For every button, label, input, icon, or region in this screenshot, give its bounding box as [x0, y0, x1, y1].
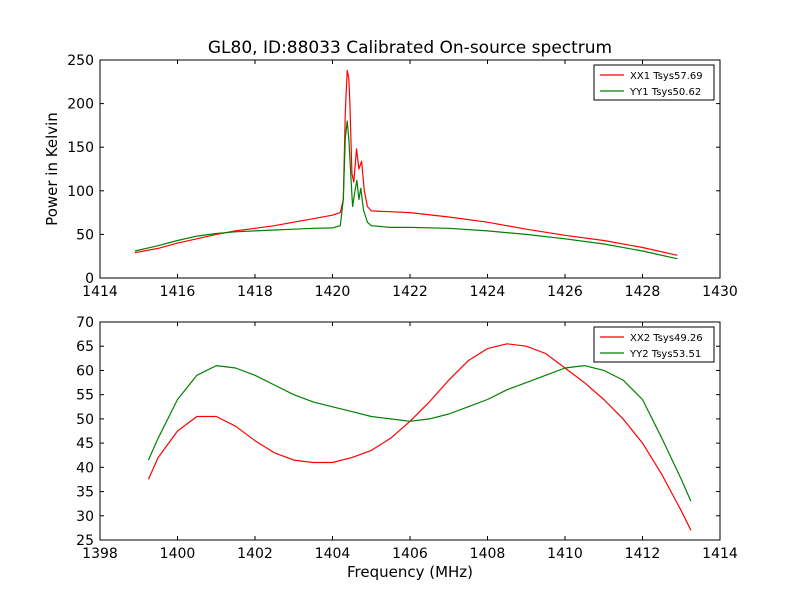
legend-entry: YY2 Tsys53.51: [629, 349, 701, 360]
top-spectrum-panel: 1414 1416 1418 1420 1422 1424 1426 1428 1430 0 50 1…: [43, 53, 738, 300]
x-tick-label: 1408: [470, 546, 506, 562]
x-tick-label: 1406: [392, 546, 428, 562]
y-axis-label: Power in Kelvin: [43, 112, 61, 226]
y-tick-label: 55: [76, 388, 94, 404]
x-tick-label: 1428: [625, 284, 661, 300]
x-tick-label: 1422: [392, 284, 428, 300]
x-tick-label: 1398: [82, 546, 118, 562]
x-tick-label: 1416: [160, 284, 196, 300]
x-tick-label: 1412: [625, 546, 661, 562]
legend-entry: YY1 Tsys50.62: [629, 87, 701, 98]
y-tick-label: 65: [76, 339, 94, 355]
y-tick-label: 70: [76, 315, 94, 331]
y-tick-label: 30: [76, 509, 94, 525]
y-tick-label: 60: [76, 363, 94, 379]
x-tick-label: 1426: [547, 284, 583, 300]
series-line-yy1: [134, 120, 678, 260]
legend-entry: XX1 Tsys57.69: [630, 71, 703, 82]
x-tick-label: 1430: [702, 284, 738, 300]
y-tick-label: 0: [85, 271, 94, 287]
y-tick-label: 200: [67, 97, 94, 113]
x-tick-label: 1420: [315, 284, 351, 300]
x-tick-label: 1404: [315, 546, 351, 562]
y-tick-label: 40: [76, 460, 94, 476]
x-tick-label: 1414: [702, 546, 738, 562]
y-tick-label: 150: [67, 140, 94, 156]
legend-entry: XX2 Tsys49.26: [630, 333, 703, 344]
series-line-xx1: [134, 69, 678, 256]
x-tick-label: 1414: [82, 284, 118, 300]
y-tick-label: 50: [76, 227, 94, 243]
series-line-yy2: [147, 365, 692, 502]
legend-box: [593, 326, 715, 363]
x-tick-label: 1424: [470, 284, 506, 300]
y-tick-label: 25: [76, 533, 94, 549]
y-tick-label: 35: [76, 485, 94, 501]
x-axis-label: Frequency (MHz): [347, 563, 473, 581]
x-tick-label: 1402: [237, 546, 273, 562]
legend-box: [593, 64, 715, 101]
x-tick-label: 1418: [237, 284, 273, 300]
y-tick-label: 45: [76, 436, 94, 452]
x-tick-label: 1400: [160, 546, 196, 562]
y-tick-label: 100: [67, 184, 94, 200]
y-tick-label: 250: [67, 53, 94, 69]
bottom-spectrum-panel: 1398 1400 1402 1404 1406 1408 1410 1412 1414 25 30…: [76, 315, 738, 581]
x-tick-label: 1410: [547, 546, 583, 562]
chart-title: GL80, ID:88033 Calibrated On-source spec…: [208, 38, 612, 58]
series-line-xx2: [147, 343, 692, 531]
y-tick-label: 50: [76, 412, 94, 428]
